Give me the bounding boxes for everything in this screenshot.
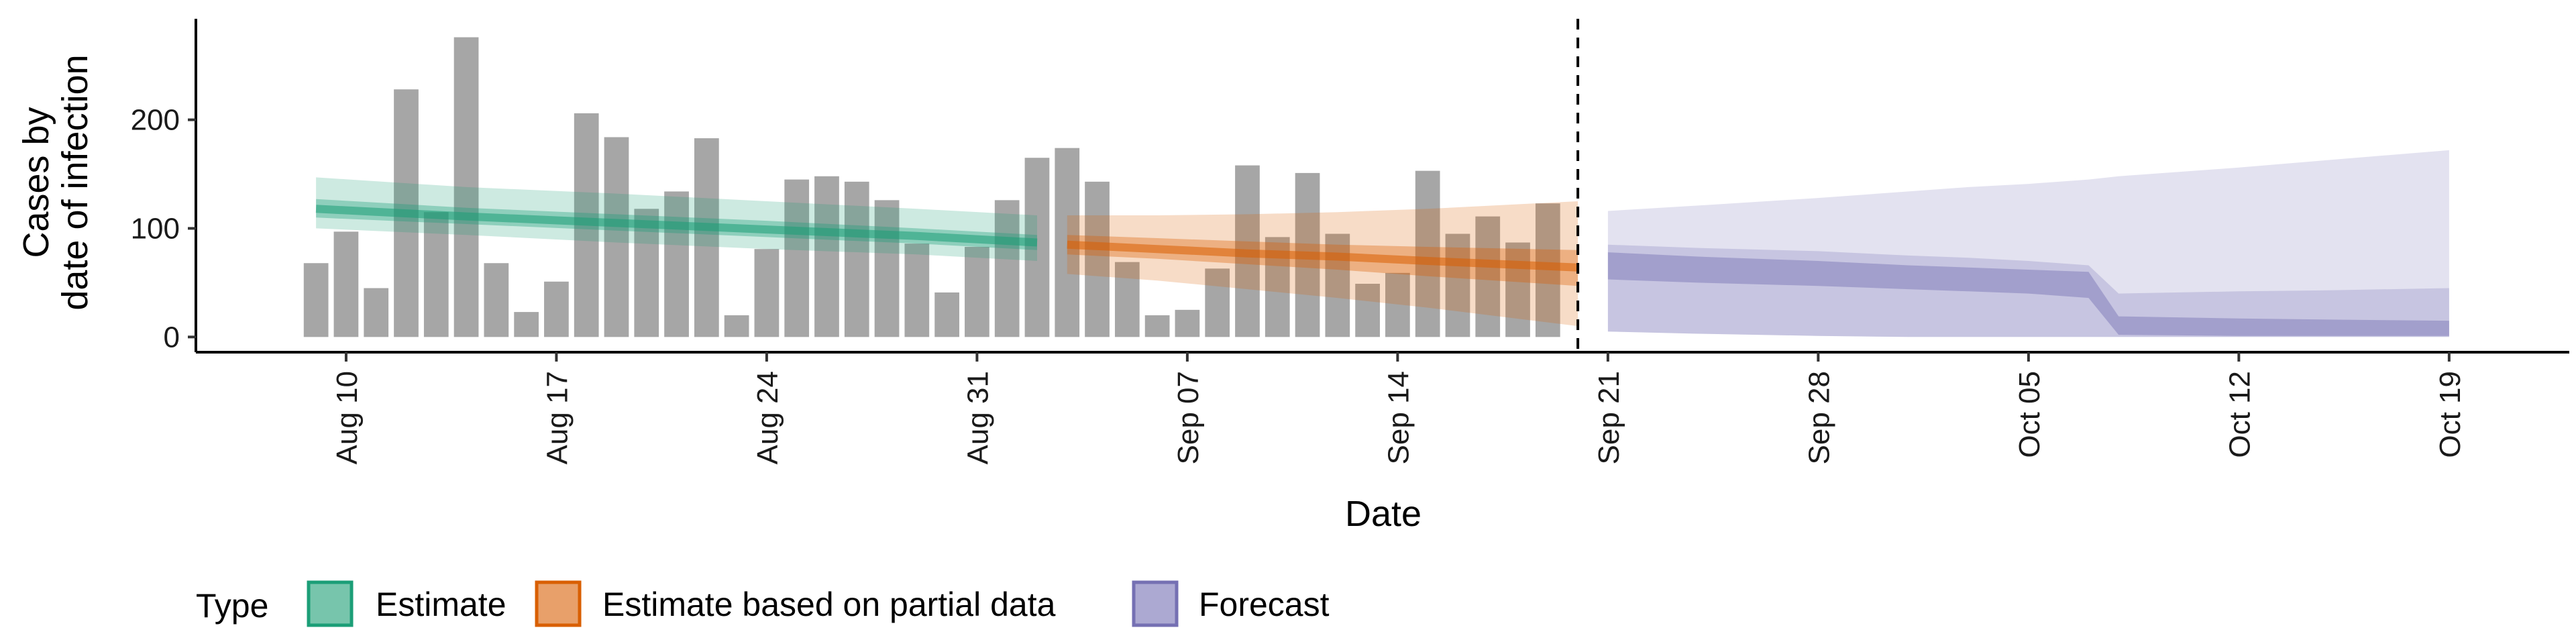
legend: Type Estimate Estimate based on partial … (196, 580, 1330, 627)
x-tick-label: Sep 14 (1382, 371, 1415, 464)
bar (965, 246, 989, 337)
x-tick-label: Oct 05 (2013, 371, 2046, 458)
bar (514, 312, 539, 337)
x-tick-label: Aug 31 (961, 371, 994, 464)
x-axis-title: Date (1345, 494, 1421, 534)
bar (303, 263, 329, 337)
legend-label-partial: Estimate based on partial data (602, 586, 1056, 623)
legend-key-forecast (1132, 580, 1179, 627)
bar (604, 137, 629, 337)
bar (423, 212, 449, 337)
forecast-ribbon-50 (1607, 252, 2449, 336)
x-tick-label: Sep 07 (1172, 371, 1205, 464)
bar (544, 281, 569, 337)
bar (934, 292, 959, 337)
bar (874, 200, 900, 337)
legend-label-estimate: Estimate (376, 586, 506, 623)
bar (1144, 315, 1170, 337)
x-tick-label: Oct 19 (2434, 371, 2467, 458)
bar (1205, 268, 1230, 337)
x-tick-label: Sep 21 (1593, 371, 1625, 464)
y-axis-title: Cases by date of infection (16, 54, 95, 310)
bar (1085, 181, 1110, 337)
estimate-ribbon-90 (316, 177, 1038, 261)
bar (694, 138, 719, 337)
bar (754, 249, 780, 337)
bar (634, 209, 659, 337)
y-axis-title-line-2: date of infection (55, 54, 95, 310)
forecast-ribbon-75 (1607, 244, 2449, 337)
bar (664, 191, 689, 337)
bar (724, 315, 749, 337)
legend-label-forecast: Forecast (1199, 586, 1330, 623)
bar (453, 37, 479, 337)
forecast-ribbon-90 (1607, 150, 2449, 337)
bars-layer (303, 37, 1560, 337)
bands-layer (315, 150, 2449, 337)
bar (904, 244, 930, 337)
x-axis-title-text: Date (1345, 494, 1421, 534)
axes-layer: 0 100 200 Aug 10 Aug 17 Aug 24 Aug 31 Sep 07 Sep… (131, 19, 2569, 464)
bar (364, 288, 389, 337)
bar (1445, 233, 1470, 337)
y-tick-label: 100 (131, 212, 180, 245)
bar (1355, 284, 1380, 337)
bar (814, 176, 839, 337)
bar (1385, 272, 1410, 337)
estimate-median-line (315, 205, 1038, 247)
estimate-based-on-partial-data-ribbon-90 (1067, 201, 1578, 327)
bar (1114, 262, 1140, 337)
bar (784, 179, 810, 337)
legend-key-partial (535, 580, 582, 627)
y-tick-label: 0 (164, 321, 180, 354)
x-tick-label: Aug 10 (331, 371, 364, 464)
x-tick-label: Aug 17 (541, 371, 574, 464)
legend-key-estimate (307, 580, 354, 627)
bar (1475, 216, 1501, 337)
x-tick-label: Sep 28 (1803, 371, 1835, 464)
bar (1415, 170, 1440, 337)
bar (994, 200, 1020, 337)
bar (1325, 233, 1350, 337)
bar (1175, 309, 1200, 337)
bar (1024, 158, 1050, 337)
x-tick-label: Oct 12 (2223, 371, 2256, 458)
y-axis-title-line-1: Cases by (16, 107, 56, 258)
bar (844, 181, 869, 337)
bar (1505, 242, 1530, 337)
legend-title: Type (196, 587, 268, 625)
y-tick-label: 200 (131, 104, 180, 137)
estimate-based-on-partial-data-median-line (1067, 240, 1578, 272)
bar (484, 263, 509, 337)
x-tick-label: Aug 24 (751, 371, 784, 464)
bar (333, 231, 359, 337)
